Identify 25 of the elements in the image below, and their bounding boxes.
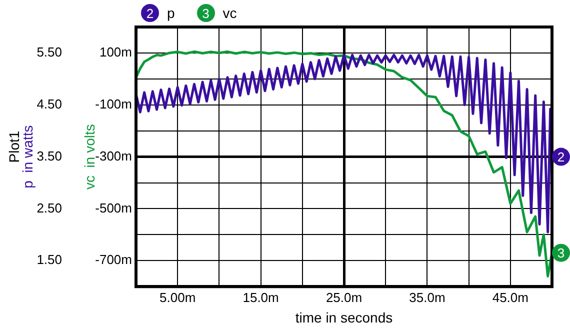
y2-tick-label: 1.50 [36, 252, 62, 268]
legend-label: vc [222, 5, 237, 21]
x-tick-label: 35.0m [409, 290, 446, 305]
text: 3 [557, 245, 565, 260]
x-tick-label: 45.0m [492, 290, 528, 305]
legend-badge: 2 [141, 4, 159, 22]
y2-tick-label: 2.50 [36, 200, 62, 216]
y-tick-label: 100m [99, 44, 132, 60]
legend-badge: 3 [196, 4, 215, 22]
y2-axis-title: p in watts [19, 125, 36, 188]
y-tick-label: -100m [95, 96, 132, 112]
x-tick-label: 15.0m [242, 290, 279, 305]
text: Plot1 [6, 130, 22, 163]
x-tick-label: 25.0m [326, 290, 362, 305]
y-axis-title: vc in volts [81, 124, 98, 190]
y2-tick-label: 3.50 [36, 148, 62, 164]
text: 2 [557, 149, 565, 164]
y-tick-label: -300m [95, 148, 132, 164]
y2-tick-label: 5.50 [36, 44, 62, 60]
y-tick-label: -500m [95, 200, 132, 216]
x-tick-label: 5.00m [160, 290, 196, 305]
y-tick-label: -700m [95, 252, 132, 268]
x-axis-title: time in seconds [295, 309, 393, 326]
legend-label: p [167, 5, 175, 21]
y2-tick-label: 4.50 [36, 96, 62, 112]
